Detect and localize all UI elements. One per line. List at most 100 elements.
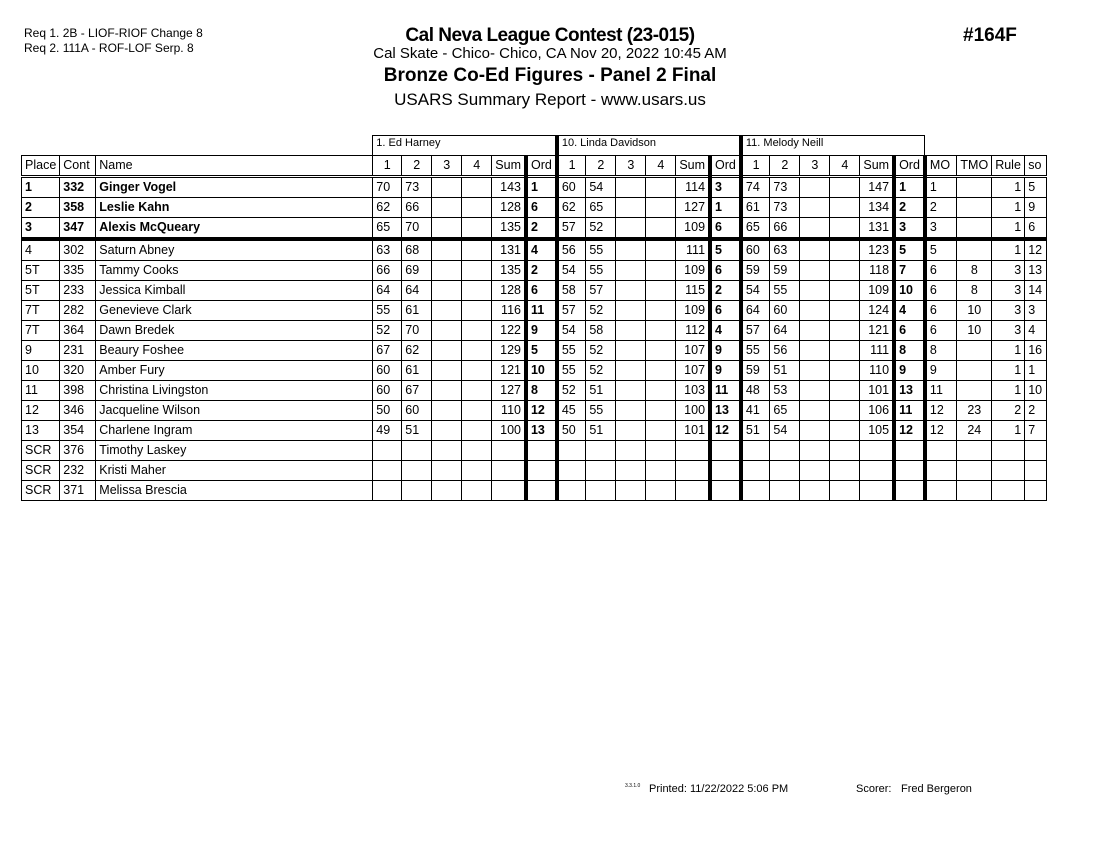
ord-cell: 1	[892, 176, 926, 198]
scorer-label: Scorer:	[856, 783, 892, 795]
score-cell: 50	[554, 420, 587, 441]
results-table: 1. Ed Harney 10. Linda Davidson 11. Melody…	[20, 135, 1048, 501]
ord-cell: 6	[708, 300, 742, 321]
ord-cell	[892, 480, 926, 501]
score-cell	[431, 238, 463, 261]
rule-cell: 3	[991, 300, 1026, 321]
score-cell: 54	[738, 280, 771, 301]
column-header-cont: Cont	[59, 155, 97, 178]
tmo-cell	[956, 460, 993, 481]
name-cell: Leslie Kahn	[95, 197, 374, 218]
score-cell: 74	[738, 176, 771, 198]
score-cell	[461, 460, 493, 481]
score-cell: 58	[585, 320, 617, 341]
column-header-rule: Rule	[991, 155, 1026, 178]
score-cell	[829, 300, 861, 321]
score-cell	[799, 420, 831, 441]
mo-cell: 2	[922, 197, 958, 218]
score-cell: 52	[585, 360, 617, 381]
ord-cell: 10	[892, 280, 926, 301]
sum-cell	[675, 460, 711, 481]
cont-cell: 335	[59, 260, 97, 281]
sum-cell: 118	[859, 260, 895, 281]
sum-cell	[859, 460, 895, 481]
score-cell	[431, 440, 463, 461]
score-cell: 65	[769, 400, 801, 421]
name-cell: Tammy Cooks	[95, 260, 374, 281]
tmo-cell	[956, 197, 993, 218]
place-cell: 13	[20, 420, 61, 441]
score-cell: 41	[738, 400, 771, 421]
judge-name: 10. Linda Davidson	[554, 135, 742, 156]
rule-cell: 3	[991, 320, 1026, 341]
score-cell	[829, 360, 861, 381]
ord-cell: 5	[892, 238, 926, 261]
name-cell: Jacqueline Wilson	[95, 400, 374, 421]
column-header-so: so	[1024, 155, 1048, 178]
name-cell: Alexis McQueary	[95, 217, 374, 241]
ord-cell: 9	[708, 340, 742, 361]
score-cell	[645, 360, 677, 381]
sum-cell: 115	[675, 280, 711, 301]
score-cell	[585, 440, 617, 461]
sum-cell: 127	[491, 380, 527, 401]
cont-cell: 346	[59, 400, 97, 421]
score-cell: 50	[372, 400, 403, 421]
ord-cell: 2	[523, 217, 558, 241]
score-cell: 62	[554, 197, 587, 218]
name-cell: Amber Fury	[95, 360, 374, 381]
so-cell	[1024, 480, 1048, 501]
score-cell	[645, 340, 677, 361]
table-row: 3 347 Alexis McQueary 65 70 135 2 57 52 109 6 65 66 1…	[20, 217, 1048, 241]
judge-name: 11. Melody Neill	[738, 135, 926, 156]
ord-cell: 5	[708, 238, 742, 261]
score-cell	[829, 480, 861, 501]
ord-cell	[708, 460, 742, 481]
table-row: 7T 282 Genevieve Clark 55 61 116 11 57 52 109 6 64 6…	[20, 300, 1048, 321]
score-cell: 60	[372, 360, 403, 381]
tmo-cell	[956, 480, 993, 501]
score-cell: 48	[738, 380, 771, 401]
sum-cell: 100	[675, 400, 711, 421]
mo-cell: 6	[922, 280, 958, 301]
cont-cell: 332	[59, 176, 97, 198]
so-cell: 14	[1024, 280, 1048, 301]
tmo-cell: 23	[956, 400, 993, 421]
table-row: 9 231 Beaury Foshee 67 62 129 5 55 52 107 9 55 56 111…	[20, 340, 1048, 361]
sum-cell: 121	[859, 320, 895, 341]
score-cell	[372, 480, 403, 501]
score-cell: 55	[554, 340, 587, 361]
score-cell: 55	[585, 400, 617, 421]
score-cell	[799, 340, 831, 361]
score-cell: 64	[372, 280, 403, 301]
score-cell	[645, 197, 677, 218]
score-cell	[769, 480, 801, 501]
mo-cell: 5	[922, 238, 958, 261]
score-cell	[431, 340, 463, 361]
score-cell: 69	[401, 260, 433, 281]
ord-cell: 8	[523, 380, 558, 401]
score-cell: 51	[738, 420, 771, 441]
place-cell: 12	[20, 400, 61, 421]
score-cell	[554, 440, 587, 461]
name-cell: Dawn Bredek	[95, 320, 374, 341]
place-cell: SCR	[20, 460, 61, 481]
score-cell: 60	[372, 380, 403, 401]
ord-cell: 1	[523, 176, 558, 198]
tmo-cell	[956, 440, 993, 461]
sum-cell: 109	[859, 280, 895, 301]
ord-cell: 3	[892, 217, 926, 241]
sum-cell: 116	[491, 300, 527, 321]
column-header-judge-3: 3	[615, 155, 647, 178]
table-row: 1 332 Ginger Vogel 70 73 143 1 60 54 114 3 74 73 147 1…	[20, 176, 1048, 198]
sum-cell: 134	[859, 197, 895, 218]
table-row: 12 346 Jacqueline Wilson 50 60 110 12 45 55 100 13…	[20, 400, 1048, 421]
place-cell: 3	[20, 217, 61, 241]
score-cell	[431, 176, 463, 198]
column-header-judge-sum: Sum	[675, 155, 711, 178]
score-cell	[372, 440, 403, 461]
score-cell	[738, 480, 771, 501]
mo-cell	[922, 440, 958, 461]
table-row: 5T 233 Jessica Kimball 64 64 128 6 58 57 115 2 54 55…	[20, 280, 1048, 301]
sum-cell	[675, 440, 711, 461]
